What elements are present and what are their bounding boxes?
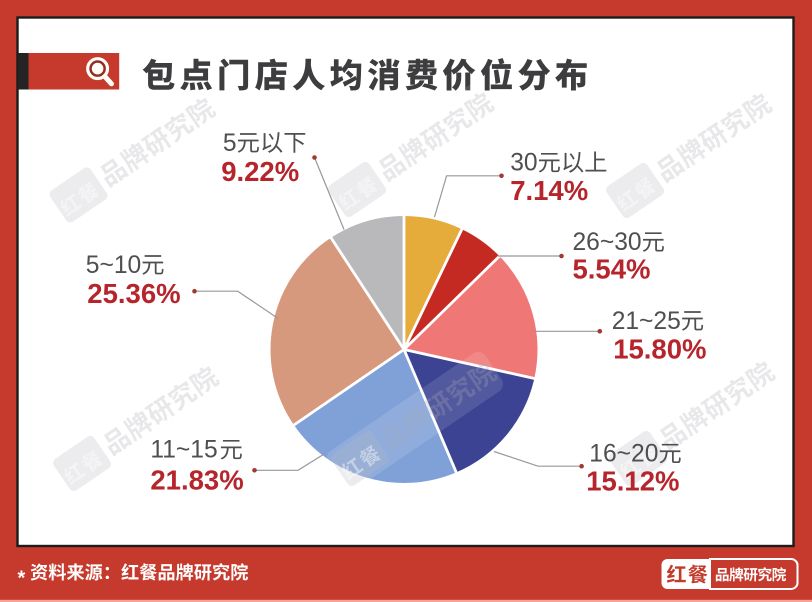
svg-text:5: 5 <box>223 130 237 157</box>
svg-text:5~10: 5~10 <box>86 252 141 279</box>
svg-text:26~30: 26~30 <box>573 229 642 256</box>
svg-text:21~25: 21~25 <box>612 308 681 335</box>
svg-text:15.80%: 15.80% <box>613 334 706 365</box>
svg-text:21.83%: 21.83% <box>150 464 243 495</box>
svg-text:15.12%: 15.12% <box>586 466 679 497</box>
svg-text:7.14%: 7.14% <box>510 175 588 206</box>
svg-text:9.22%: 9.22% <box>221 156 299 187</box>
svg-text:11~15: 11~15 <box>150 437 217 464</box>
svg-text:*: * <box>18 567 26 589</box>
svg-text:16~20: 16~20 <box>589 441 658 468</box>
svg-text:25.36%: 25.36% <box>87 278 180 309</box>
svg-text:30: 30 <box>510 150 537 177</box>
svg-text:5.54%: 5.54% <box>573 253 651 284</box>
